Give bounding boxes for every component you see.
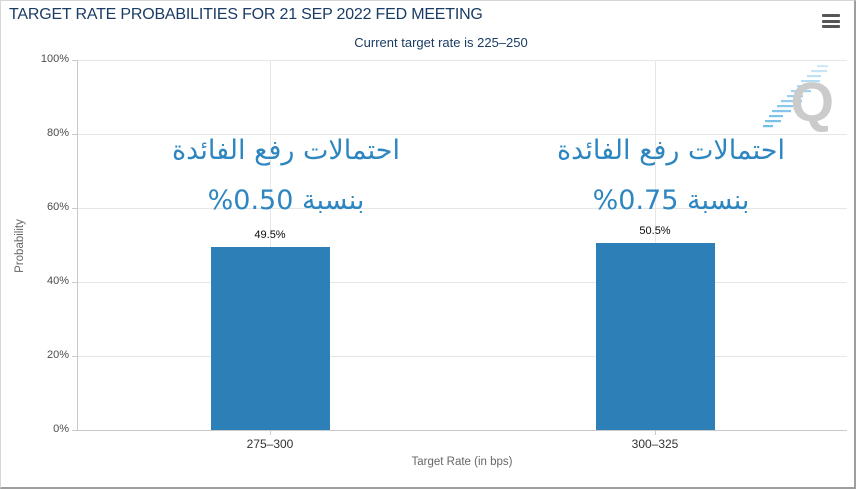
annotation-line: بنسبة 0.75% bbox=[592, 185, 750, 216]
y-tick-label: 40% bbox=[46, 275, 69, 287]
x-tick-mark bbox=[270, 430, 271, 435]
quikstrike-watermark-icon: Q bbox=[763, 65, 834, 133]
y-tick-label: 20% bbox=[46, 349, 69, 361]
bar-value-label: 50.5% bbox=[639, 225, 671, 237]
bar-value-label: 49.5% bbox=[254, 229, 286, 241]
plot-area: 0% 20% 40% 60% 80% 100% 49.5% 275–300 احتمالات ر… bbox=[41, 53, 847, 451]
hamburger-icon bbox=[822, 14, 840, 28]
y-gridline bbox=[78, 282, 847, 283]
y-tick-mark bbox=[72, 282, 77, 283]
x-category-label: 300–325 bbox=[631, 437, 679, 451]
y-gridline bbox=[78, 60, 847, 61]
y-axis-title: Probability bbox=[14, 219, 26, 273]
rate-hike-annotation: احتمالات رفع الفائدة بنسبة 0.75% bbox=[557, 126, 785, 226]
y-tick-mark bbox=[72, 430, 77, 431]
y-tick-mark bbox=[72, 356, 77, 357]
y-gridline bbox=[78, 134, 847, 135]
annotation-line: بنسبة 0.50% bbox=[207, 185, 365, 216]
probability-bar bbox=[211, 247, 330, 430]
annotation-line: احتمالات رفع الفائدة bbox=[172, 135, 400, 166]
y-tick-mark bbox=[72, 208, 77, 209]
y-tick-label: 100% bbox=[40, 53, 69, 65]
probability-bar bbox=[596, 243, 715, 430]
y-tick-mark bbox=[72, 60, 77, 61]
svg-text:Q: Q bbox=[790, 70, 834, 133]
x-category-label: 275–300 bbox=[246, 437, 294, 451]
x-tick-mark bbox=[655, 430, 656, 435]
y-tick-label: 60% bbox=[46, 201, 69, 213]
chart-subtitle: Current target rate is 225–250 bbox=[354, 35, 528, 50]
y-tick-mark bbox=[72, 134, 77, 135]
annotation-line: احتمالات رفع الفائدة bbox=[557, 135, 785, 166]
x-axis-title: Target Rate (in bps) bbox=[411, 456, 513, 468]
y-tick-label: 80% bbox=[46, 127, 69, 139]
y-gridline bbox=[78, 356, 847, 357]
chart-context-menu-button[interactable] bbox=[820, 13, 842, 33]
y-tick-label: 0% bbox=[53, 423, 69, 435]
rate-hike-annotation: احتمالات رفع الفائدة بنسبة 0.50% bbox=[172, 126, 400, 226]
y-gridline bbox=[78, 208, 847, 209]
category-gridline bbox=[270, 60, 271, 430]
chart-title: TARGET RATE PROBABILITIES FOR 21 SEP 202… bbox=[9, 6, 483, 23]
